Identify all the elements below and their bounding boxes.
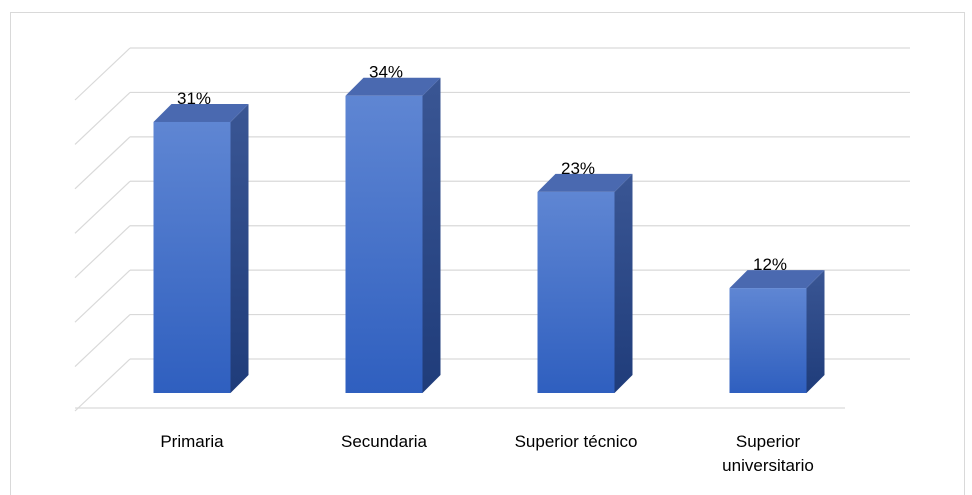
x-tick-label: Superior universitario [722, 432, 814, 475]
side-grid-line [74, 225, 131, 279]
data-label: 23% [561, 159, 595, 178]
bar-side [230, 103, 249, 393]
bar [153, 121, 231, 393]
bar-side [614, 173, 633, 393]
x-tick-label: Superior técnico [515, 432, 638, 451]
data-label: 31% [177, 89, 211, 108]
side-grid-line [74, 269, 131, 323]
bar-side [422, 77, 441, 393]
bar-top [537, 173, 633, 192]
bar [729, 288, 807, 393]
bar [345, 95, 423, 393]
bar-top [345, 77, 441, 96]
bar [537, 191, 615, 393]
x-tick-label: Secundaria [341, 432, 428, 451]
chart-border [10, 12, 965, 495]
side-grid-line [74, 358, 131, 412]
data-label: 34% [369, 63, 403, 82]
side-grid-line [74, 47, 131, 101]
side-grid-line [74, 180, 131, 234]
x-tick-label: Primaria [160, 432, 224, 451]
bar-side [806, 270, 825, 393]
side-grid-line [74, 136, 131, 190]
side-grid-line [74, 91, 131, 145]
side-grid-line [74, 314, 131, 368]
data-label: 12% [753, 255, 787, 274]
bar-top [153, 103, 249, 122]
bar-top [729, 270, 825, 289]
